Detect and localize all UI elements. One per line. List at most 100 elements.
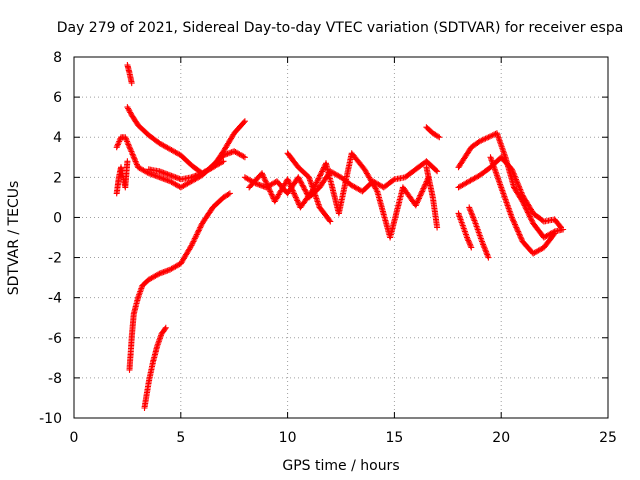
data-point xyxy=(116,137,123,144)
data-point xyxy=(241,118,248,125)
x-tick-label: 25 xyxy=(599,430,617,446)
y-tick-label: -2 xyxy=(48,251,62,267)
series-track-p xyxy=(487,154,558,257)
data-point xyxy=(269,192,276,199)
data-point xyxy=(127,147,134,154)
data-point xyxy=(466,205,473,212)
data-point xyxy=(421,184,428,191)
data-point xyxy=(262,178,269,185)
data-point xyxy=(189,241,196,248)
data-point xyxy=(319,167,326,174)
data-point xyxy=(266,185,272,192)
data-point xyxy=(193,232,200,239)
data-point xyxy=(284,176,291,183)
x-tick-label: 5 xyxy=(176,430,185,446)
ticks: 0 5 10 15 20 25 -10 -8 -6 -4 -2 0 2 4 6 8 xyxy=(39,50,617,446)
data-point xyxy=(416,195,422,202)
y-tick-label: -8 xyxy=(48,371,62,387)
data-point xyxy=(467,241,474,248)
data-point xyxy=(316,174,323,180)
data-point xyxy=(313,179,320,186)
data-point xyxy=(268,191,275,198)
data-point xyxy=(317,171,324,178)
data-point xyxy=(296,177,303,183)
data-point xyxy=(299,182,306,189)
data-point xyxy=(300,183,307,190)
data-point xyxy=(465,237,472,244)
data-point xyxy=(155,271,162,278)
data-point xyxy=(327,218,334,225)
data-point xyxy=(433,167,440,174)
data-point xyxy=(436,134,443,141)
data-point xyxy=(518,235,525,242)
data-point xyxy=(470,216,477,223)
data-point xyxy=(220,158,227,165)
data-point xyxy=(123,137,130,144)
data-point xyxy=(326,217,333,224)
data-point xyxy=(513,224,520,231)
data-point xyxy=(465,238,472,245)
data-point xyxy=(420,185,427,192)
data-series xyxy=(113,62,567,411)
series-track-o xyxy=(455,210,475,251)
data-point xyxy=(514,227,521,234)
data-point xyxy=(124,140,131,146)
y-tick-label: 2 xyxy=(53,170,62,186)
data-point xyxy=(550,231,557,238)
series-track-e xyxy=(145,158,227,183)
data-point xyxy=(294,198,301,205)
data-point xyxy=(301,185,307,191)
data-point xyxy=(509,167,516,174)
data-point xyxy=(285,177,292,184)
data-point xyxy=(527,214,534,221)
y-tick-label: 8 xyxy=(53,50,62,66)
data-point xyxy=(296,175,302,182)
data-point xyxy=(197,224,204,231)
data-point xyxy=(412,202,419,209)
data-point xyxy=(291,190,297,197)
data-point xyxy=(558,224,564,231)
data-point xyxy=(288,184,295,191)
data-point xyxy=(510,218,517,225)
data-point xyxy=(515,228,522,235)
data-point xyxy=(292,193,299,200)
data-point xyxy=(225,191,232,198)
data-point xyxy=(483,250,490,257)
data-point xyxy=(482,247,489,254)
series-track-f xyxy=(126,190,233,373)
data-point xyxy=(511,220,518,227)
data-point xyxy=(297,178,304,185)
y-tick-label: -10 xyxy=(39,411,62,427)
data-point xyxy=(417,191,424,198)
data-point xyxy=(418,189,425,196)
data-point xyxy=(261,175,268,182)
data-point xyxy=(260,173,267,180)
data-point xyxy=(131,155,138,162)
series-track-i xyxy=(246,150,432,241)
data-point xyxy=(417,192,424,199)
data-point xyxy=(293,196,300,202)
data-point xyxy=(124,104,131,111)
data-point xyxy=(129,151,136,158)
data-point xyxy=(315,175,322,182)
data-point xyxy=(467,243,474,250)
series-track-q xyxy=(423,164,441,231)
data-point xyxy=(133,160,140,166)
data-point xyxy=(509,215,516,222)
data-point xyxy=(125,141,132,148)
data-point xyxy=(390,177,397,184)
data-point xyxy=(318,169,325,176)
data-point xyxy=(126,144,133,151)
data-point xyxy=(193,231,200,238)
data-point xyxy=(516,183,522,190)
data-point xyxy=(320,165,327,172)
x-tick-label: 10 xyxy=(279,430,297,446)
data-point xyxy=(478,137,485,144)
data-point xyxy=(510,170,517,177)
data-point xyxy=(302,187,309,194)
data-point xyxy=(197,223,204,230)
data-point xyxy=(264,181,271,188)
data-point xyxy=(528,217,535,224)
